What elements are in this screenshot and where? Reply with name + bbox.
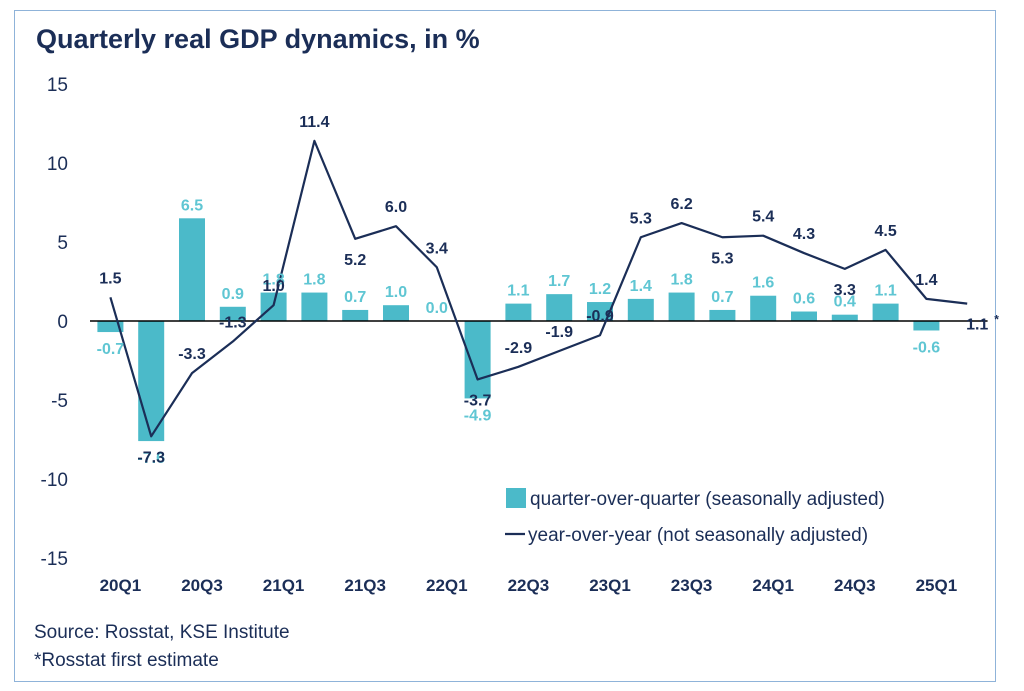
line-label-21Q1: 1.0	[262, 278, 284, 295]
x-tick-20Q1: 20Q1	[100, 576, 142, 595]
y-tick-labels: 15 10 5 0 -5 -10 -15	[41, 75, 68, 570]
x-tick-23Q1: 23Q1	[589, 576, 631, 595]
line-label-20Q4: -1.3	[219, 315, 247, 332]
x-tick-24Q1: 24Q1	[752, 576, 794, 595]
bar-qoq-25Q1	[913, 321, 940, 331]
bar-label-21Q2: 1.8	[303, 272, 325, 289]
line-label-21Q3: 5.2	[344, 252, 366, 269]
y-tick-0: 0	[57, 312, 68, 333]
bar-label-23Q1: 1.2	[589, 281, 611, 298]
line-label-annotation: *	[994, 313, 999, 327]
y-tick--10: -10	[41, 470, 68, 491]
line-label-20Q2: -7.3	[137, 449, 165, 466]
x-tick-25Q1: 25Q1	[916, 576, 958, 595]
chart-frame	[14, 10, 996, 682]
line-label-24Q1: 5.4	[752, 209, 774, 226]
bar-qoq-21Q4	[383, 305, 409, 321]
line-label-24Q3: 3.3	[834, 282, 856, 299]
bar-qoq-21Q2	[301, 292, 328, 321]
bar-qoq-23Q1	[587, 302, 613, 321]
bar-label-22Q1: 0.0	[426, 300, 448, 317]
bar-series	[97, 218, 940, 442]
line-label-20Q3: -3.3	[178, 346, 206, 363]
bar-label-22Q2: -4.9	[464, 407, 492, 424]
bar-qoq-24Q3	[831, 314, 858, 321]
line-label-20Q1: 1.5	[99, 270, 121, 287]
bar-qoq-24Q4	[872, 303, 899, 321]
bar-qoq-20Q1	[97, 321, 124, 333]
line-label-23Q3: 6.2	[670, 196, 692, 213]
line-label-22Q2: -3.7	[464, 392, 492, 409]
bar-qoq-20Q4	[219, 306, 246, 321]
yoy-line	[109, 139, 968, 438]
y-tick--5: -5	[51, 391, 68, 412]
line-label-23Q1: -0.9	[586, 308, 614, 325]
chart-title: Quarterly real GDP dynamics, in %	[36, 24, 480, 54]
line-label-22Q3: -2.9	[505, 340, 533, 357]
y-tick--15: -15	[41, 549, 68, 570]
y-tick-15: 15	[47, 75, 68, 96]
bar-label-24Q1: 1.6	[752, 275, 774, 292]
source-note: Source: Rosstat, KSE Institute	[34, 622, 290, 643]
line-label-25Q1: 1.4	[915, 272, 937, 289]
y-tick-10: 10	[47, 154, 68, 175]
y-tick-5: 5	[57, 233, 68, 254]
bar-qoq-22Q2	[464, 321, 491, 399]
line-label-21Q2: 11.4	[299, 114, 329, 131]
bar-qoq-21Q3	[342, 309, 369, 321]
bar-label-23Q2: 1.4	[630, 278, 652, 295]
x-tick-22Q1: 22Q1	[426, 576, 468, 595]
bar-label-22Q4: 1.7	[548, 273, 570, 290]
x-tick-22Q3: 22Q3	[508, 576, 550, 595]
bar-label-24Q4: 1.1	[874, 283, 896, 300]
bar-label-21Q1: 1.8	[262, 272, 284, 289]
x-tick-labels: 20Q1 20Q3 21Q1 21Q3 22Q1 22Q3 23Q1 23Q3 24Q1 24Q3…	[100, 576, 958, 595]
bar-qoq-23Q2	[627, 298, 654, 321]
line-label-24Q2: 4.3	[793, 226, 815, 243]
x-tick-23Q3: 23Q3	[671, 576, 713, 595]
x-tick-24Q3: 24Q3	[834, 576, 876, 595]
bar-qoq-23Q3	[668, 292, 695, 321]
line-label-23Q2: 5.3	[630, 210, 652, 227]
line-label-22Q1: 3.4	[426, 240, 448, 257]
bar-label-22Q3: 1.1	[507, 283, 529, 300]
bar-label-20Q1: -0.7	[97, 341, 125, 358]
legend-line-label: year-over-year (not seasonally adjusted)	[528, 525, 868, 546]
legend: quarter-over-quarter (seasonally adjuste…	[505, 488, 885, 546]
bar-label-23Q4: 0.7	[711, 289, 733, 306]
bar-label-20Q2: -7.6	[137, 450, 165, 467]
bar-qoq-21Q1	[260, 292, 287, 321]
x-tick-21Q3: 21Q3	[344, 576, 386, 595]
bar-label-24Q3: 0.4	[834, 294, 856, 311]
estimate-note: *Rosstat first estimate	[34, 650, 219, 671]
line-labels: 1.5-7.3-3.3-1.31.011.45.26.03.4-3.7-2.9-…	[99, 114, 999, 466]
x-tick-20Q3: 20Q3	[181, 576, 223, 595]
bar-qoq-24Q2	[791, 311, 817, 321]
bar-qoq-23Q4	[709, 309, 736, 321]
bar-qoq-24Q1	[750, 295, 777, 321]
bar-qoq-20Q3	[179, 218, 205, 321]
bar-label-21Q3: 0.7	[344, 289, 366, 306]
line-label-21Q4: 6.0	[385, 199, 407, 216]
line-label-23Q4: 5.3	[711, 250, 733, 267]
bar-label-24Q2: 0.6	[793, 291, 815, 308]
bar-qoq-22Q3	[505, 303, 532, 321]
legend-bar-swatch	[506, 488, 526, 508]
line-label-25Q2: 1.1	[966, 317, 988, 334]
legend-bar-label: quarter-over-quarter (seasonally adjuste…	[530, 489, 885, 510]
line-label-22Q4: -1.9	[545, 324, 573, 341]
bar-label-21Q4: 1.0	[385, 284, 407, 301]
bar-label-23Q3: 1.8	[670, 272, 692, 289]
bar-label-25Q1: -0.6	[913, 339, 941, 356]
bar-label-20Q4: 0.9	[222, 286, 244, 303]
bar-qoq-22Q4	[546, 294, 573, 321]
bar-labels: -0.7 -7.6 6.5 0.9 1.8 1.8 0.7 1.0 0.0 -4.9 1.1 1.7 1…	[97, 197, 941, 467]
line-label-24Q4: 4.5	[874, 223, 896, 240]
x-tick-21Q1: 21Q1	[263, 576, 305, 595]
bar-label-20Q3: 6.5	[181, 197, 203, 214]
